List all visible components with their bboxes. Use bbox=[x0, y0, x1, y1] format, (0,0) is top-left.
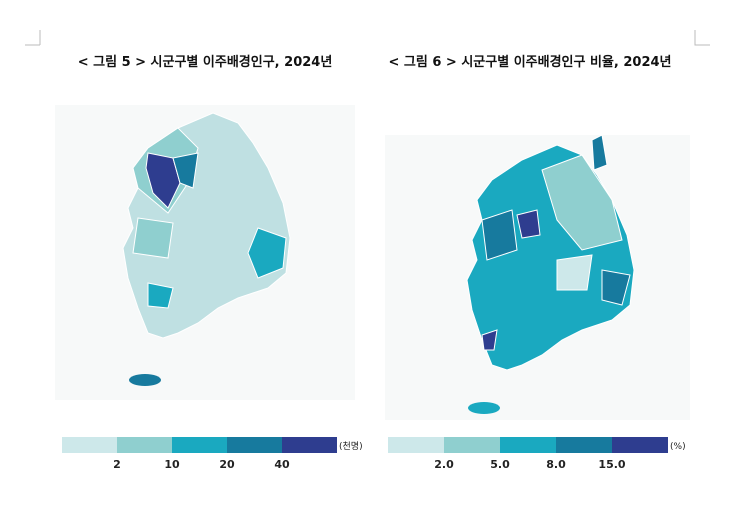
legend-label: 15.0 bbox=[598, 458, 625, 471]
legend-swatch bbox=[227, 437, 282, 453]
legend-swatch bbox=[117, 437, 172, 453]
legend: 2 10 20 40 (천명) bbox=[62, 437, 363, 471]
corner-mark bbox=[694, 30, 710, 46]
map bbox=[466, 134, 635, 414]
legend-label: 5.0 bbox=[490, 458, 510, 471]
legend-label: 2.0 bbox=[434, 458, 454, 471]
legend-label: 40 bbox=[274, 458, 290, 471]
caption: < 그림 6 > 시군구별 이주배경인구 비율, 2024년 bbox=[388, 54, 671, 70]
legend-swatch bbox=[556, 437, 612, 453]
legend: 2.0 5.0 8.0 15.0 (%) bbox=[388, 437, 686, 471]
legend-label: 2 bbox=[113, 458, 121, 471]
legend-swatch bbox=[500, 437, 556, 453]
legend-swatch bbox=[612, 437, 668, 453]
legend-label: 20 bbox=[219, 458, 235, 471]
map bbox=[122, 112, 291, 386]
legend-unit: (%) bbox=[670, 442, 686, 452]
legend-unit: (천명) bbox=[339, 441, 363, 452]
legend-label: 10 bbox=[164, 458, 180, 471]
caption: < 그림 5 > 시군구별 이주배경인구, 2024년 bbox=[78, 54, 333, 70]
legend-swatch bbox=[62, 437, 117, 453]
corner-mark bbox=[25, 30, 41, 46]
legend-swatch bbox=[388, 437, 444, 453]
legend-swatch bbox=[282, 437, 337, 453]
legend-swatch bbox=[444, 437, 500, 453]
legend-swatch bbox=[172, 437, 227, 453]
legend-label: 8.0 bbox=[546, 458, 566, 471]
